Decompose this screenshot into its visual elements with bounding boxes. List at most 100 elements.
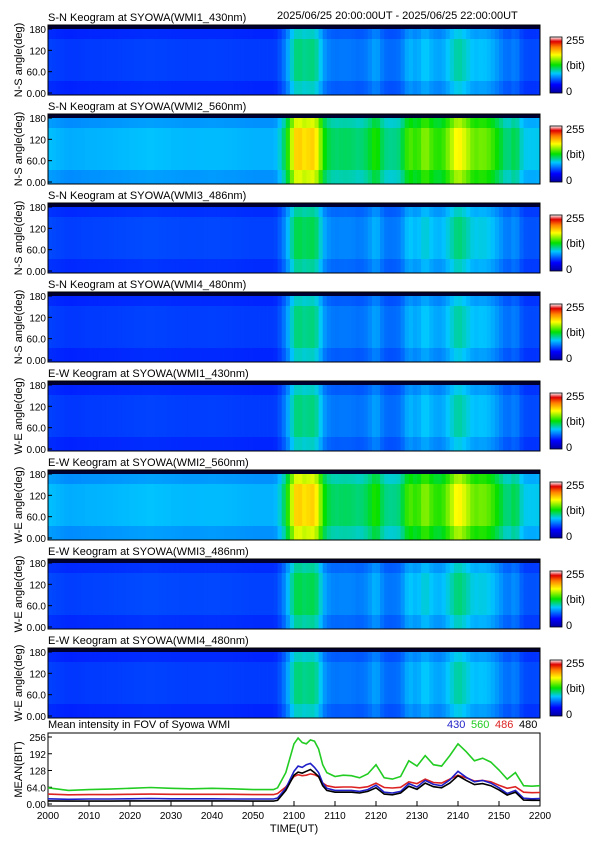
keogram-pixel <box>285 704 291 719</box>
keogram-pixel <box>203 81 209 96</box>
keogram-pixel <box>105 498 110 513</box>
keogram-pixel <box>396 437 401 452</box>
keogram-pixel <box>248 498 254 513</box>
keogram-pixel <box>285 128 291 143</box>
keogram-pixel <box>490 39 496 54</box>
keogram-pixel <box>76 381 82 396</box>
keogram-pixel <box>499 409 504 424</box>
keogram-pixel <box>318 437 324 452</box>
keogram-pixel <box>142 53 147 68</box>
colorbar-min-label: 0 <box>566 353 572 365</box>
keogram-pixel <box>367 526 373 541</box>
keogram-pixel <box>400 67 406 82</box>
keogram-pixel <box>224 437 229 452</box>
keogram-pixel <box>212 231 217 246</box>
keogram-pixel <box>240 601 246 616</box>
keogram-pixel <box>265 662 270 677</box>
keogram-pixel <box>343 203 348 218</box>
keogram-pixel <box>355 395 360 410</box>
keogram-pixel <box>490 526 496 541</box>
keogram-pixel <box>515 423 520 438</box>
keogram-pixel <box>220 53 225 68</box>
keogram-pixel <box>523 559 529 574</box>
keogram-pixel <box>441 231 447 246</box>
keogram-pixel <box>273 409 278 424</box>
keogram-pixel <box>425 512 430 527</box>
keogram-pixel <box>531 423 537 438</box>
keogram-pixel <box>216 245 221 260</box>
keogram-pixel <box>253 53 258 68</box>
keogram-pixel <box>175 601 180 616</box>
keogram-pixel <box>277 170 283 185</box>
keogram-pixel <box>179 217 184 232</box>
keogram-pixel <box>494 704 500 719</box>
keogram-pixel <box>72 409 78 424</box>
keogram-pixel <box>52 320 57 335</box>
keogram-pixel <box>277 81 283 96</box>
mean-xtick-label: 2120 <box>365 811 388 822</box>
keogram-pixel <box>232 470 237 485</box>
keogram-pixel <box>474 306 479 321</box>
keogram-pixel <box>417 81 422 96</box>
keogram-pixel <box>130 231 135 246</box>
keogram-pixel <box>527 320 533 335</box>
keogram-pixel <box>347 114 352 129</box>
keogram-pixel <box>265 587 270 602</box>
keogram-pixel <box>490 662 496 677</box>
keogram-pixel <box>64 39 69 54</box>
keogram-pixel <box>216 334 221 349</box>
keogram-pixel <box>412 142 418 157</box>
keogram-ytick-label: 120 <box>29 491 46 502</box>
keogram-pixel <box>76 423 82 438</box>
keogram-panel: E-W Keogram at SYOWA(WMI3_486nm)18012060… <box>13 546 585 634</box>
keogram-pixel <box>408 615 414 630</box>
keogram-pixel <box>363 587 369 602</box>
keogram-pixel <box>322 81 328 96</box>
keogram-pixel <box>445 53 451 68</box>
keogram-pixel <box>68 245 73 260</box>
keogram-pixel <box>84 203 90 218</box>
keogram-pixel <box>310 423 315 438</box>
keogram-pixel <box>273 156 278 171</box>
keogram-pixel <box>458 409 463 424</box>
keogram-pixel <box>236 39 242 54</box>
keogram-pixel <box>162 25 168 40</box>
keogram-pixel <box>93 437 98 452</box>
keogram-pixel <box>109 470 114 485</box>
keogram-pixel <box>535 203 541 218</box>
keogram-pixel <box>191 498 196 513</box>
keogram-pixel <box>146 259 151 274</box>
keogram-pixel <box>52 559 57 574</box>
keogram-pixel <box>236 259 242 274</box>
keogram-pixel <box>142 559 147 574</box>
keogram-pixel <box>433 704 438 719</box>
keogram-pixel <box>445 25 451 40</box>
keogram-pixel <box>302 259 307 274</box>
keogram-ytick-label: 120 <box>29 402 46 413</box>
keogram-pixel <box>60 67 65 82</box>
keogram-pixel <box>289 704 295 719</box>
keogram-pixel <box>396 423 401 438</box>
keogram-pixel <box>171 292 176 307</box>
keogram-pixel <box>248 292 254 307</box>
keogram-pixel <box>318 170 324 185</box>
series-line-480 <box>47 768 540 802</box>
keogram-pixel <box>60 423 65 438</box>
keogram-pixel <box>224 67 229 82</box>
keogram-pixel <box>216 690 221 705</box>
colorbar-min-label: 0 <box>566 264 572 276</box>
keogram-pixel <box>154 437 160 452</box>
keogram-pixel <box>216 292 221 307</box>
keogram-pixel <box>449 156 455 171</box>
keogram-pixel <box>97 484 102 499</box>
keogram-pixel <box>138 128 143 143</box>
colorbar-unit-label: (bit) <box>566 505 585 517</box>
keogram-pixel <box>339 615 344 630</box>
keogram-pixel <box>285 292 291 307</box>
keogram-pixel <box>158 348 164 363</box>
keogram-pixel <box>351 559 356 574</box>
keogram-pixel <box>216 217 221 232</box>
keogram-pixel <box>97 348 102 363</box>
keogram-pixel <box>244 704 250 719</box>
keogram-pixel <box>203 395 209 410</box>
